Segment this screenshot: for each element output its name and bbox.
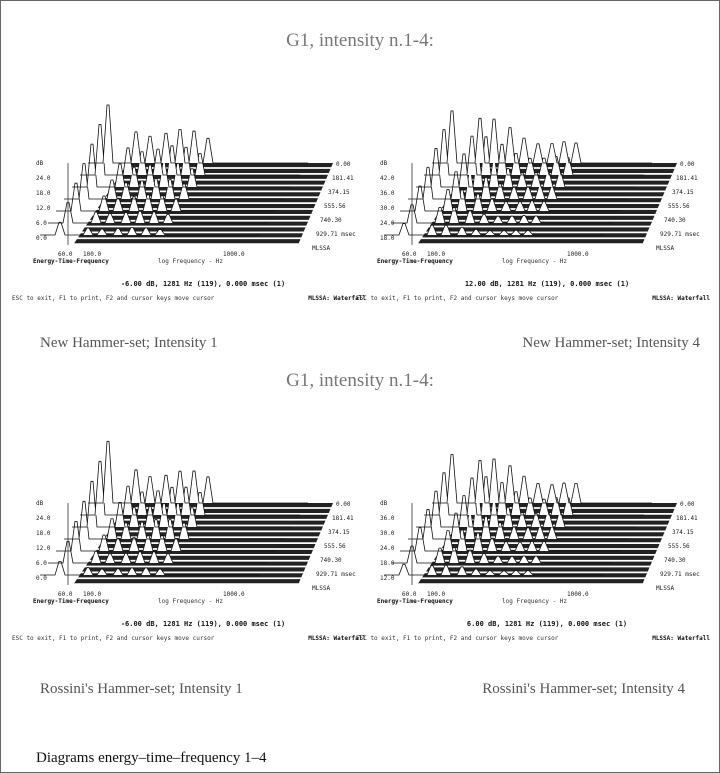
- time-label: 740.30: [664, 557, 686, 564]
- floor-band: [418, 579, 644, 583]
- time-label: 555.56: [324, 543, 346, 550]
- y-tick-label: dB: [36, 160, 44, 167]
- floor-band: [86, 562, 308, 566]
- y-tick-label: dB: [380, 500, 388, 507]
- time-label: 929.71 msec: [316, 231, 356, 238]
- x-tick-label: 60.0: [402, 591, 417, 598]
- y-tick-label: 18.0: [36, 190, 51, 197]
- time-label: 929.71 msec: [316, 571, 356, 578]
- time-label: MLSSA: [656, 585, 674, 592]
- panel-caption: New Hammer-set; Intensity 1: [40, 335, 218, 351]
- time-label: 181.41: [332, 515, 354, 522]
- x-axis-title: log Frequency - Hz: [502, 258, 567, 265]
- y-tick-label: 12.0: [36, 205, 51, 212]
- floor-band: [86, 222, 308, 226]
- y-tick-label: 18.0: [380, 235, 395, 242]
- time-label: 374.15: [672, 189, 694, 196]
- time-label: MLSSA: [656, 245, 674, 252]
- x-tick-label: 100.0: [427, 251, 445, 258]
- time-label: 929.71 msec: [660, 571, 700, 578]
- time-label: 374.15: [328, 189, 350, 196]
- panel-caption: Rossini's Hammer-set; Intensity 1: [40, 681, 243, 697]
- floor-band: [74, 579, 300, 583]
- y-tick-label: dB: [380, 160, 388, 167]
- x-tick-label: 100.0: [427, 591, 445, 598]
- y-tick-label: 24.0: [36, 515, 51, 522]
- y-tick-label: 18.0: [380, 560, 395, 567]
- x-tick-label: 60.0: [402, 251, 417, 258]
- time-label: 740.30: [664, 217, 686, 224]
- y-tick-label: 30.0: [380, 205, 395, 212]
- time-label: 929.71 msec: [660, 231, 700, 238]
- time-label: MLSSA: [312, 585, 330, 592]
- y-tick-label: 6.0: [36, 220, 47, 227]
- panel-caption: Rossini's Hammer-set; Intensity 4: [482, 681, 685, 697]
- heading: G1, intensity n.1-4:: [286, 30, 434, 51]
- figure-caption: Diagrams energy–time–frequency 1–4: [36, 750, 267, 766]
- y-tick-label: 42.0: [380, 175, 395, 182]
- x-tick-label: 1000.0: [223, 591, 245, 598]
- y-tick-label: 0.0: [36, 575, 47, 582]
- y-tick-label: 18.0: [36, 530, 51, 537]
- x-axis-title: log Frequency - Hz: [158, 598, 223, 605]
- time-label: MLSSA: [312, 245, 330, 252]
- x-tick-label: 100.0: [83, 251, 101, 258]
- footer-left: ESC to exit, F1 to print, F2 and cursor …: [12, 635, 215, 642]
- y-tick-label: 36.0: [380, 515, 395, 522]
- y-tick-label: 24.0: [36, 175, 51, 182]
- time-label: 740.30: [320, 217, 342, 224]
- y-tick-label: 24.0: [380, 545, 395, 552]
- y-tick-label: 12.0: [380, 575, 395, 582]
- heading: G1, intensity n.1-4:: [286, 370, 434, 391]
- x-tick-label: 60.0: [58, 591, 73, 598]
- x-tick-label: 1000.0: [223, 251, 245, 258]
- time-label: 0.00: [336, 161, 351, 168]
- y-tick-label: 36.0: [380, 190, 395, 197]
- x-tick-label: 1000.0: [567, 591, 589, 598]
- x-tick-label: 100.0: [83, 591, 101, 598]
- time-label: 181.41: [676, 175, 698, 182]
- floor-band: [121, 509, 330, 513]
- y-tick-label: dB: [36, 500, 44, 507]
- time-label: 374.15: [328, 529, 350, 536]
- document-page: G1, intensity n.1-4: G1, intensity n.1-4…: [0, 0, 720, 773]
- panel-caption: New Hammer-set; Intensity 4: [522, 335, 700, 351]
- footer-right: MLSSA: Waterfall: [652, 295, 710, 302]
- time-label: 374.15: [672, 529, 694, 536]
- time-label: 0.00: [680, 161, 695, 168]
- y-tick-label: 6.0: [36, 560, 47, 567]
- y-tick-label: 30.0: [380, 530, 395, 537]
- x-tick-label: 1000.0: [567, 251, 589, 258]
- status-line: -6.00 dB, 1281 Hz (119), 0.000 msec (1): [121, 280, 285, 288]
- footer-left: ESC to exit, F1 to print, F2 and cursor …: [356, 635, 559, 642]
- time-label: 0.00: [680, 501, 695, 508]
- y-tick-label: 0.0: [36, 235, 47, 242]
- time-label: 0.00: [336, 501, 351, 508]
- footer-left: ESC to exit, F1 to print, F2 and cursor …: [356, 295, 559, 302]
- time-label: 555.56: [668, 203, 690, 210]
- time-label: 181.41: [332, 175, 354, 182]
- status-line: 6.00 dB, 1281 Hz (119), 0.000 msec (1): [467, 620, 627, 628]
- x-axis-title: log Frequency - Hz: [158, 258, 223, 265]
- status-line: -6.00 dB, 1281 Hz (119), 0.000 msec (1): [121, 620, 285, 628]
- x-title: Energy-Time-Frequency: [33, 598, 109, 605]
- floor-band: [74, 239, 300, 243]
- x-axis-title: log Frequency - Hz: [502, 598, 567, 605]
- footer-right: MLSSA: Waterfall: [652, 635, 710, 642]
- x-title: Energy-Time-Frequency: [377, 598, 453, 605]
- time-label: 555.56: [668, 543, 690, 550]
- time-label: 181.41: [676, 515, 698, 522]
- y-tick-label: 24.0: [380, 220, 395, 227]
- status-line: 12.00 dB, 1281 Hz (119), 0.000 msec (1): [465, 280, 629, 288]
- y-tick-label: 12.0: [36, 545, 51, 552]
- time-label: 740.30: [320, 557, 342, 564]
- floor-band: [418, 239, 644, 243]
- time-label: 555.56: [324, 203, 346, 210]
- footer-left: ESC to exit, F1 to print, F2 and cursor …: [12, 295, 215, 302]
- x-title: Energy-Time-Frequency: [33, 258, 109, 265]
- x-title: Energy-Time-Frequency: [377, 258, 453, 265]
- x-tick-label: 60.0: [58, 251, 73, 258]
